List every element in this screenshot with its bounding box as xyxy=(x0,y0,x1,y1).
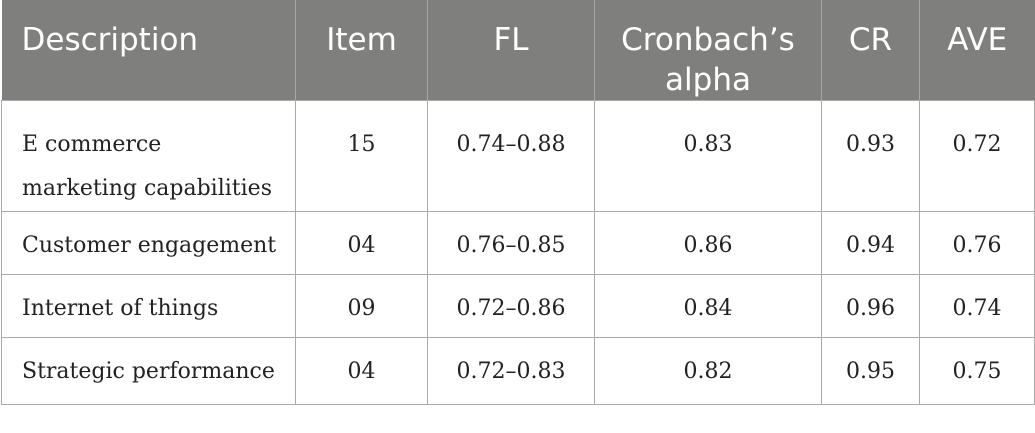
cell-item: 15 xyxy=(295,100,428,212)
cell-alpha: 0.86 xyxy=(594,211,822,275)
cell-item: 04 xyxy=(295,337,428,405)
header-description: Description xyxy=(1,0,296,101)
cell-description: Internet of things xyxy=(1,274,296,338)
cell-alpha: 0.82 xyxy=(594,337,822,405)
cell-item: 04 xyxy=(295,211,428,275)
cell-fl: 0.74–0.88 xyxy=(427,100,595,212)
header-ave: AVE xyxy=(919,0,1035,101)
header-cronbach-alpha: Cronbach’s alpha xyxy=(594,0,822,101)
cell-description: Strategic performance xyxy=(1,337,296,405)
table-header: Description Item FL Cronbach’s alpha CR … xyxy=(1,0,1035,101)
cell-ave: 0.72 xyxy=(919,100,1035,212)
reliability-table: Description Item FL Cronbach’s alpha CR … xyxy=(1,0,1035,405)
cell-alpha: 0.84 xyxy=(594,274,822,338)
header-item: Item xyxy=(295,0,428,101)
cell-cr: 0.93 xyxy=(821,100,920,212)
cell-ave: 0.75 xyxy=(919,337,1035,405)
cell-cr: 0.96 xyxy=(821,274,920,338)
cell-cr: 0.95 xyxy=(821,337,920,405)
cell-fl: 0.76–0.85 xyxy=(427,211,595,275)
cell-item: 09 xyxy=(295,274,428,338)
table-row: Strategic performance 04 0.72–0.83 0.82 … xyxy=(1,337,1035,405)
cell-alpha: 0.83 xyxy=(594,100,822,212)
header-cr: CR xyxy=(821,0,920,101)
cell-fl: 0.72–0.86 xyxy=(427,274,595,338)
cell-fl: 0.72–0.83 xyxy=(427,337,595,405)
cell-description: Customer engagement xyxy=(1,211,296,275)
cell-description: E commerce marketing capabilities xyxy=(1,100,296,212)
header-fl: FL xyxy=(427,0,595,101)
table-row: E commerce marketing capabilities 15 0.7… xyxy=(1,100,1035,212)
table-row: Customer engagement 04 0.76–0.85 0.86 0.… xyxy=(1,211,1035,275)
cell-ave: 0.76 xyxy=(919,211,1035,275)
cell-ave: 0.74 xyxy=(919,274,1035,338)
header-row: Description Item FL Cronbach’s alpha CR … xyxy=(1,0,1035,101)
table-row: Internet of things 09 0.72–0.86 0.84 0.9… xyxy=(1,274,1035,338)
cell-cr: 0.94 xyxy=(821,211,920,275)
table-body: E commerce marketing capabilities 15 0.7… xyxy=(1,100,1035,405)
